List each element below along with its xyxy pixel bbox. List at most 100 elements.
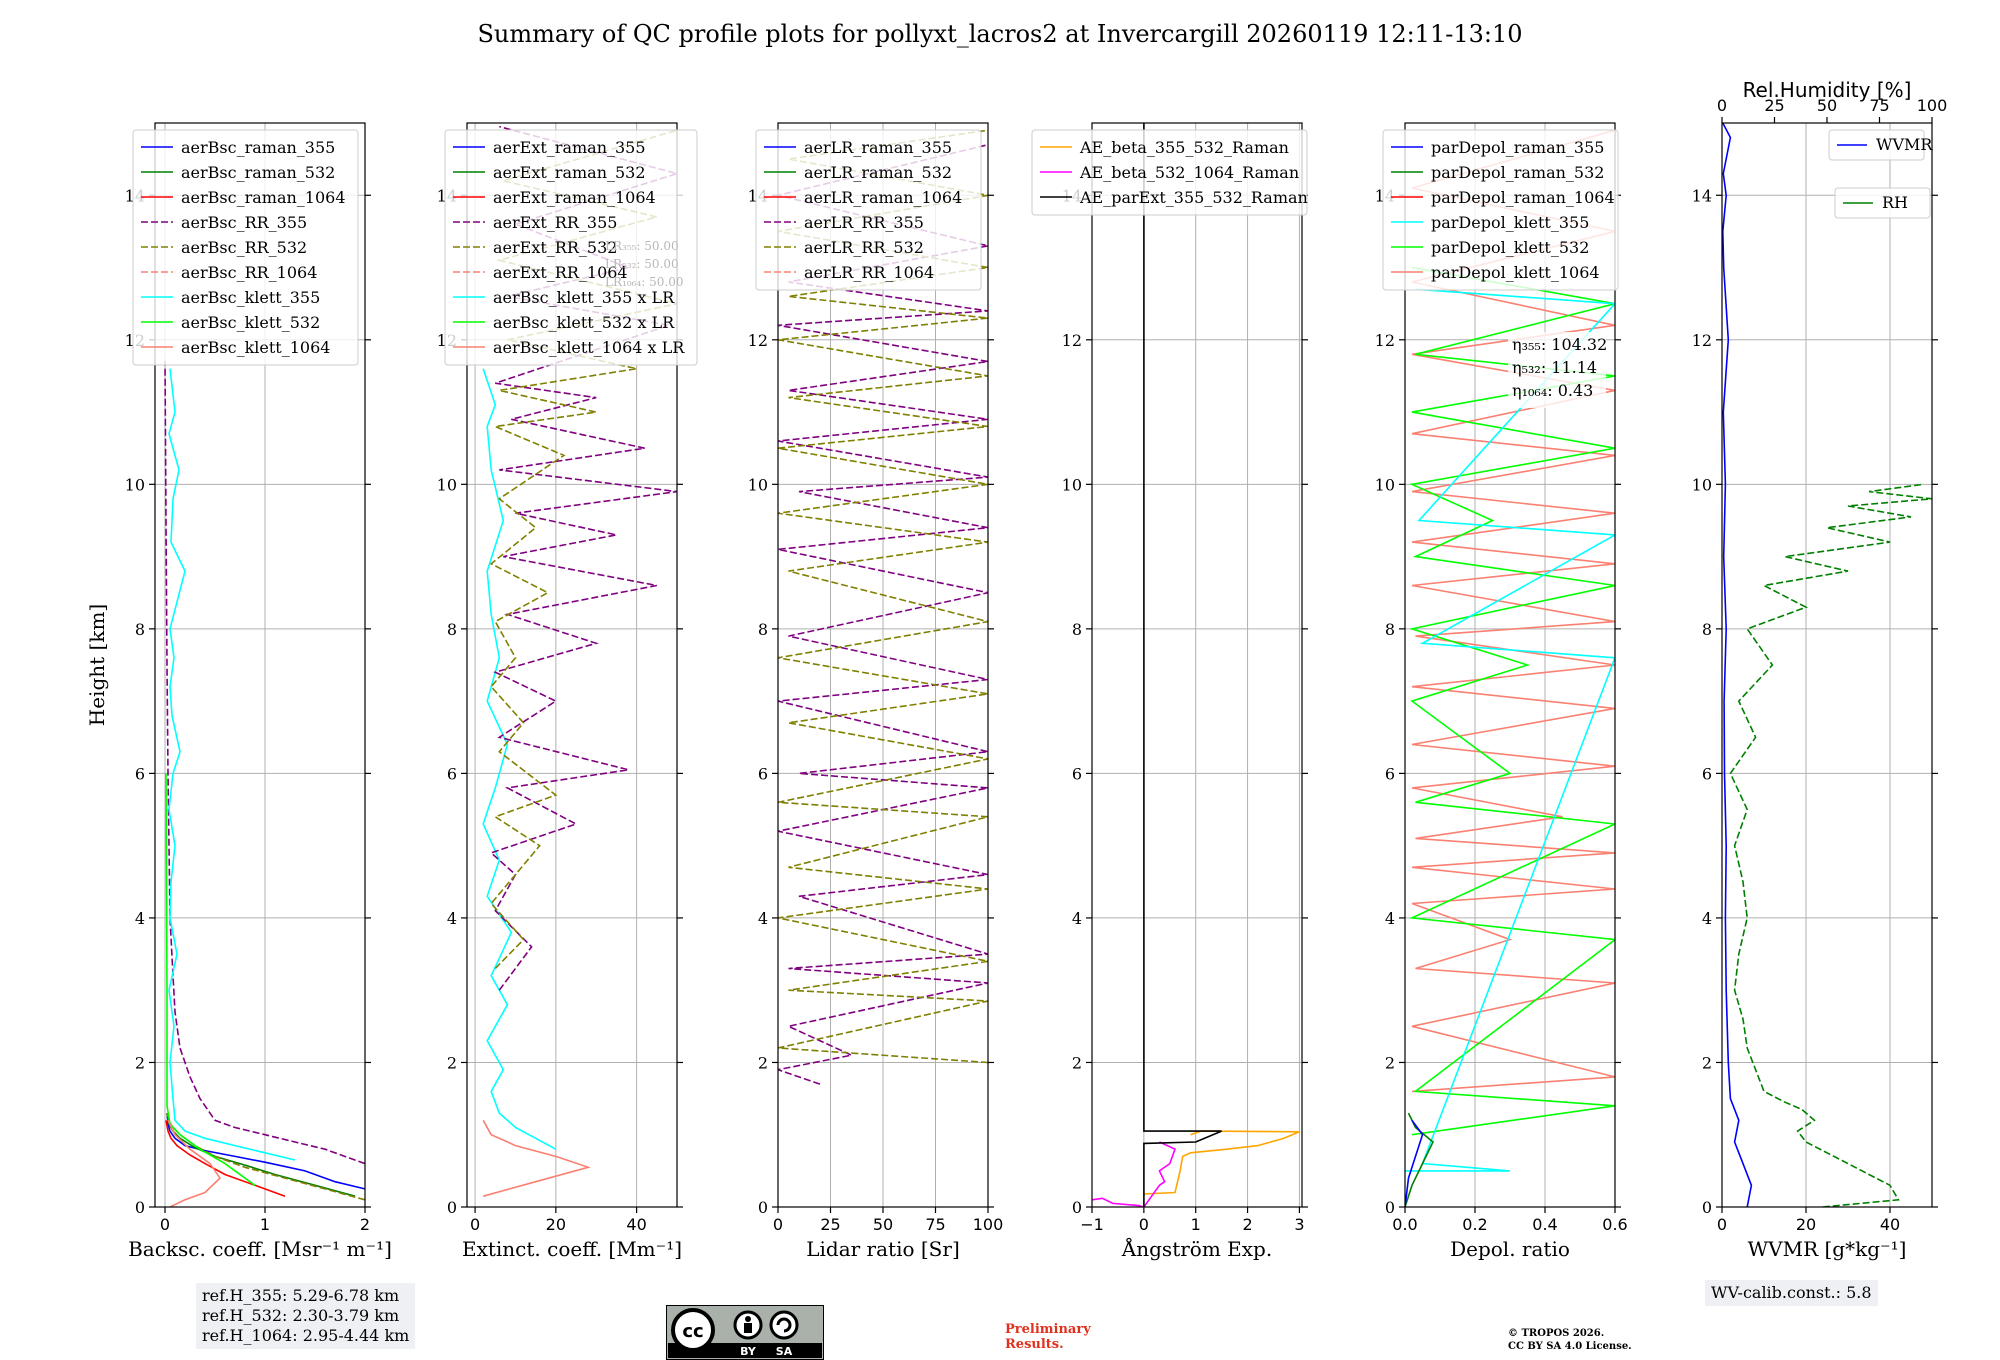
series-group [778, 129, 988, 1085]
y-tick-label: 4 [1702, 909, 1712, 928]
legend-box [1834, 187, 1931, 219]
legend-box [755, 129, 982, 291]
x-tick-label: 2 [360, 1215, 370, 1234]
legend-label: aerExt_RR_355 [493, 213, 617, 232]
y-tick-label: 4 [447, 909, 457, 928]
legend-label: AE_beta_532_1064_Raman [1079, 163, 1299, 182]
y-tick-label: 8 [135, 620, 145, 639]
series-aerBsc_raman_532 [166, 1112, 356, 1197]
copyright-note: © TROPOS 2026. CC BY SA 4.0 License. [1508, 1327, 1632, 1353]
axes-frame [466, 122, 678, 1208]
series-parDepol_klett_355 [1405, 288, 1615, 1172]
y-tick-label: 12 [1062, 331, 1082, 350]
x-tick-label: 25 [820, 1215, 840, 1234]
series-aerBsc_raman_1064 [165, 1120, 286, 1197]
lidar-ratio-label: LR₁₀₆₄: 50.00 [605, 275, 683, 289]
top-tick-label: 25 [1764, 96, 1784, 115]
top-tick-label: 0 [1717, 96, 1727, 115]
by-label: BY [740, 1345, 757, 1358]
series-group [1405, 129, 1615, 1207]
x-tick-label: 75 [925, 1215, 945, 1234]
legend-label: aerLR_raman_532 [804, 163, 952, 182]
preliminary-line1: Preliminary [1005, 1322, 1091, 1337]
y-tick-label: 12 [1375, 331, 1395, 350]
legend-label: aerBsc_klett_532 [181, 313, 320, 332]
legend-label: parDepol_raman_355 [1431, 138, 1604, 157]
y-tick-label: 0 [1072, 1198, 1082, 1217]
x-tick-label: 0.2 [1462, 1215, 1487, 1234]
x-tick-label: 0.4 [1532, 1215, 1557, 1234]
x-axis-label: Extinct. coeff. [Mm⁻¹] [462, 1237, 682, 1261]
y-tick-label: 8 [1072, 620, 1082, 639]
preliminary-line2: Results. [1005, 1337, 1064, 1352]
cc-icon [671, 1308, 715, 1352]
reference-height-box: ref.H_355: 5.29-6.78 km ref.H_532: 2.30-… [196, 1283, 416, 1349]
top-tick-label: 50 [1817, 96, 1837, 115]
x-axis-label: WVMR [g*kg⁻¹] [1748, 1237, 1907, 1261]
series-aerBsc_klett_1064 [167, 1119, 222, 1207]
top-tick-label: 75 [1869, 96, 1889, 115]
legend-label: aerLR_RR_532 [804, 238, 924, 257]
y-tick-label: 2 [1072, 1053, 1082, 1072]
y-tick-label: 6 [447, 764, 457, 783]
legend-label: aerExt_RR_532 [493, 238, 617, 257]
series-aerBsc_klett_355 [168, 368, 296, 1161]
x-tick-label: −1 [1080, 1215, 1104, 1234]
y-tick-label: 14 [1692, 186, 1712, 205]
legend-box [1382, 129, 1619, 291]
legend-label: aerExt_RR_1064 [493, 263, 628, 282]
axes-frame [1091, 122, 1303, 1208]
y-tick-label: 10 [125, 475, 145, 494]
series-aerBsc_RR_355 [164, 361, 365, 1165]
series-WVMR [1722, 123, 1753, 1207]
y-tick-label: 6 [1385, 764, 1395, 783]
y-tick-label: 2 [758, 1053, 768, 1072]
x-tick-label: 0 [160, 1215, 170, 1234]
y-tick-label: 6 [1702, 764, 1712, 783]
axes-frame [154, 122, 366, 1208]
y-tick-label: 10 [748, 475, 768, 494]
legend-label: aerLR_RR_1064 [804, 263, 934, 282]
axes-frame [1721, 122, 1933, 1208]
legend-label: aerLR_raman_1064 [804, 188, 962, 207]
y-tick-label: 0 [135, 1198, 145, 1217]
x-tick-label: 100 [973, 1215, 1004, 1234]
legend-label: AE_beta_355_532_Raman [1079, 138, 1289, 157]
series-group [1092, 123, 1300, 1207]
refh-355: ref.H_355: 5.29-6.78 km [202, 1286, 400, 1305]
legend-label: aerLR_raman_355 [804, 138, 952, 157]
legend-label: aerBsc_klett_355 [181, 288, 320, 307]
depol-calibration-label: η₃₅₅: 104.32 [1512, 335, 1607, 354]
legend-box [444, 129, 698, 366]
y-tick-label: 2 [1385, 1053, 1395, 1072]
legend-label: aerBsc_klett_1064 [181, 338, 330, 357]
top-axis-label: Rel.Humidity [%] [1743, 78, 1912, 102]
x-tick-label: 1 [260, 1215, 270, 1234]
legend-label: parDepol_raman_532 [1431, 163, 1604, 182]
lidar-ratio-label: LR₃₅₅: 50.00 [605, 239, 679, 253]
y-tick-label: 4 [135, 909, 145, 928]
legend-label: aerBsc_klett_1064 x LR [493, 338, 685, 357]
y-tick-label: 0 [1702, 1198, 1712, 1217]
y-tick-label: 4 [1385, 909, 1395, 928]
legend-label: aerBsc_RR_532 [181, 238, 307, 257]
series-aerLR_RR_532 [778, 129, 988, 1064]
y-axis-label: Height [km] [85, 604, 109, 726]
legend-box [1031, 129, 1308, 216]
legend-label: aerLR_RR_355 [804, 213, 924, 232]
preliminary-note: Preliminary Results. [1005, 1322, 1091, 1352]
y-tick-label: 4 [1072, 909, 1082, 928]
copyright-line1: © TROPOS 2026. [1508, 1328, 1605, 1339]
x-axis-label: Backsc. coeff. [Msr⁻¹ m⁻¹] [128, 1237, 392, 1261]
series-RH [1729, 483, 1932, 1207]
series-parDepol_raman_355 [1405, 1119, 1424, 1207]
lidar-ratio-label: LR₅₃₂: 50.00 [605, 257, 679, 271]
y-tick-label: 10 [437, 475, 457, 494]
x-axis-label: Lidar ratio [Sr] [806, 1237, 960, 1261]
panel-wv: 0 2 4 6 8 10 12 14 0 20 40 WVMR [g*kg⁻¹] 0 25 50 75 100 R… [1692, 78, 1948, 1261]
x-tick-label: 3 [1294, 1215, 1304, 1234]
series-aerBsc_RR_532 [166, 1112, 365, 1201]
axes-frame [1404, 122, 1616, 1208]
legend-label: parDepol_klett_355 [1431, 213, 1589, 232]
panel-bsc: 02468101214012Backsc. coeff. [Msr⁻¹ m⁻¹]… [125, 122, 392, 1261]
